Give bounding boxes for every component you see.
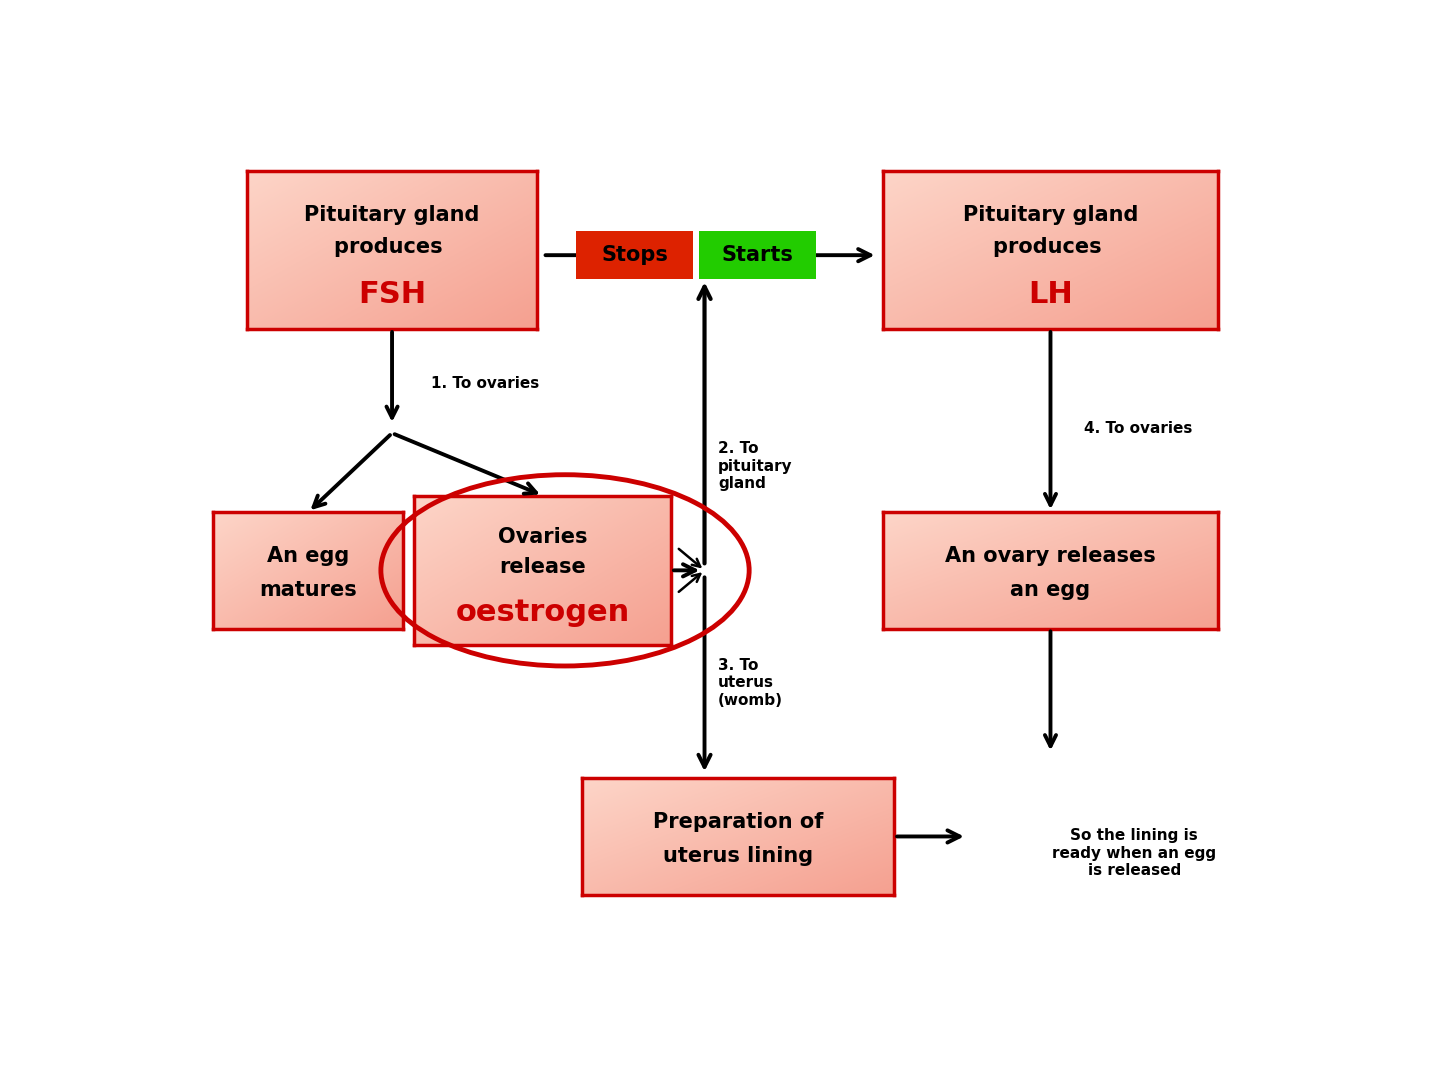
FancyBboxPatch shape (698, 231, 816, 280)
Text: So the lining is
ready when an egg
is released: So the lining is ready when an egg is re… (1053, 828, 1217, 878)
Text: 2. To
pituitary
gland: 2. To pituitary gland (719, 442, 792, 491)
Text: matures: matures (259, 580, 357, 600)
Text: release: release (500, 557, 586, 578)
Text: 4. To ovaries: 4. To ovaries (1084, 421, 1192, 436)
Text: 1. To ovaries: 1. To ovaries (431, 376, 540, 391)
Text: Pituitary gland: Pituitary gland (963, 205, 1138, 226)
Text: Pituitary gland: Pituitary gland (304, 205, 480, 226)
Text: FSH: FSH (359, 280, 426, 309)
Text: LH: LH (1028, 280, 1073, 309)
Text: an egg: an egg (1011, 580, 1090, 600)
Text: An ovary releases: An ovary releases (945, 546, 1156, 566)
Text: Ovaries: Ovaries (498, 527, 588, 548)
Text: oestrogen: oestrogen (455, 597, 629, 626)
Text: An egg: An egg (268, 546, 350, 566)
Text: produces: produces (334, 237, 449, 257)
Text: Stops: Stops (602, 245, 668, 266)
Text: 3. To
uterus
(womb): 3. To uterus (womb) (719, 658, 783, 707)
Text: uterus lining: uterus lining (662, 847, 814, 866)
Text: Preparation of: Preparation of (652, 812, 824, 833)
Text: produces: produces (992, 237, 1109, 257)
Text: Starts: Starts (721, 245, 793, 266)
FancyBboxPatch shape (576, 231, 694, 280)
